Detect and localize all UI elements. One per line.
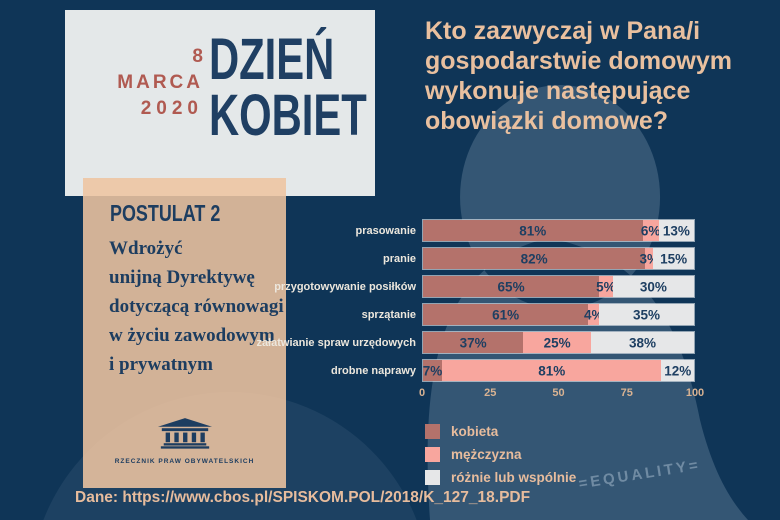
category-label: prasowanie xyxy=(355,224,416,237)
bar-segment-różnie-lub-wspólnie: 15% xyxy=(653,248,694,269)
bar-segment-różnie-lub-wspólnie: 12% xyxy=(661,360,694,381)
date-block: 8 MARCA 2020 xyxy=(117,44,203,122)
category-label: sprzątanie xyxy=(361,308,416,321)
logo-caption: RZECZNIK PRAW OBYWATELSKICH xyxy=(114,458,255,465)
date-month: MARCA xyxy=(117,72,203,93)
bar-segment-kobieta: 37% xyxy=(423,332,524,353)
x-tick: 100 xyxy=(685,387,705,399)
bar-segment-różnie-lub-wspólnie: 13% xyxy=(658,220,694,241)
category-label: przygotowywanie posiłków xyxy=(274,280,416,293)
x-tick: 25 xyxy=(484,387,497,399)
legend-item: mężczyzna xyxy=(425,443,576,466)
organization-logo: RZECZNIK PRAW OBYWATELSKICH xyxy=(83,418,286,465)
postulat-heading: POSTULAT 2 xyxy=(110,200,221,226)
chart-row: załatwianie spraw urzędowych 37% 25% 38% xyxy=(256,331,695,354)
chart-row: prasowanie 81% 6% 13% xyxy=(355,219,695,242)
segment-value: 25% xyxy=(543,335,571,350)
stacked-bar-chart: prasowanie 81% 6% 13% pranie 82% 3% 15% przygoto… xyxy=(256,219,704,401)
segment-value: 30% xyxy=(639,279,667,294)
title-card: 8 MARCA 2020 DZIEŃ KOBIET xyxy=(65,10,375,196)
segment-value: 13% xyxy=(662,223,690,238)
legend-label: kobieta xyxy=(451,424,499,439)
date-year: 2020 xyxy=(140,98,203,119)
legend-label: różnie lub wspólnie xyxy=(451,470,577,485)
legend-item: kobieta xyxy=(425,420,576,443)
segment-value: 15% xyxy=(660,251,688,266)
data-source: Dane: https://www.cbos.pl/SPISKOM.POL/20… xyxy=(75,489,531,506)
x-tick: 75 xyxy=(620,387,633,399)
segment-value: 81% xyxy=(519,223,547,238)
segment-value: 81% xyxy=(538,363,566,378)
bar-segment-mężczyzna: 4% xyxy=(584,304,603,325)
segment-value: 65% xyxy=(497,279,525,294)
bar-segment-kobieta: 7% xyxy=(423,360,442,381)
segment-value: 35% xyxy=(633,307,661,322)
chart-row: drobne naprawy 7% 81% 12% xyxy=(331,359,695,382)
postulat-card: POSTULAT 2 Wdrożyć unijną Dyrektywę doty… xyxy=(83,178,286,488)
segment-value: 5% xyxy=(596,279,616,294)
bar-segment-kobieta: 65% xyxy=(423,276,600,297)
bar-segment-kobieta: 82% xyxy=(423,248,646,269)
bar-segment-mężczyzna: 6% xyxy=(640,220,661,241)
bar-segment-kobieta: 81% xyxy=(423,220,643,241)
chart-row: sprzątanie 61% 4% 35% xyxy=(362,303,695,326)
segment-value: 7% xyxy=(422,363,443,378)
postulat-body: Wdrożyć unijną Dyrektywę dotyczącą równo… xyxy=(109,238,284,375)
temple-icon xyxy=(157,418,212,449)
equality-doodle: =EQUALITY= xyxy=(577,456,702,493)
bar-segment-mężczyzna: 5% xyxy=(596,276,616,297)
segment-value: 12% xyxy=(664,363,692,378)
category-label: drobne naprawy xyxy=(331,364,416,377)
chart-row: pranie 82% 3% 15% xyxy=(383,247,695,270)
bar-segment-mężczyzna: 25% xyxy=(523,332,592,353)
question-title: Kto zazwyczaj w Pana/i gospodarstwie dom… xyxy=(425,17,732,135)
x-tick: 50 xyxy=(552,387,565,399)
chart-row: przygotowywanie posiłków 65% 5% 30% xyxy=(274,275,695,298)
segment-value: 4% xyxy=(583,307,604,322)
x-axis: 0 25 50 75 100 xyxy=(418,387,704,401)
segment-value: 61% xyxy=(492,307,520,322)
bar-segment-mężczyzna: 3% xyxy=(640,248,659,269)
chart-rows: prasowanie 81% 6% 13% pranie 82% 3% 15% przygoto… xyxy=(256,219,695,382)
bar-segment-mężczyzna: 81% xyxy=(441,360,662,381)
category-label: załatwianie spraw urzędowych xyxy=(256,336,416,349)
legend-swatch xyxy=(425,470,440,485)
segment-value: 38% xyxy=(628,335,657,350)
bar-segment-różnie-lub-wspólnie: 35% xyxy=(599,304,694,325)
segment-value: 82% xyxy=(520,251,548,266)
page-title: DZIEŃ KOBIET xyxy=(209,27,367,148)
bar-segment-kobieta: 61% xyxy=(423,304,589,325)
x-tick: 0 xyxy=(418,387,426,399)
segment-value: 37% xyxy=(459,335,487,350)
segment-value: 6% xyxy=(640,223,661,238)
legend-item: różnie lub wspólnie xyxy=(425,466,576,489)
category-label: pranie xyxy=(382,252,416,265)
bar-segment-różnie-lub-wspólnie: 38% xyxy=(591,332,694,353)
date-day: 8 xyxy=(192,46,203,67)
legend-swatch xyxy=(425,424,440,439)
legend-swatch xyxy=(425,447,440,462)
legend-label: mężczyzna xyxy=(451,447,522,462)
chart-legend: kobieta mężczyzna różnie lub wspólnie xyxy=(425,420,576,489)
bar-segment-różnie-lub-wspólnie: 30% xyxy=(612,276,694,297)
